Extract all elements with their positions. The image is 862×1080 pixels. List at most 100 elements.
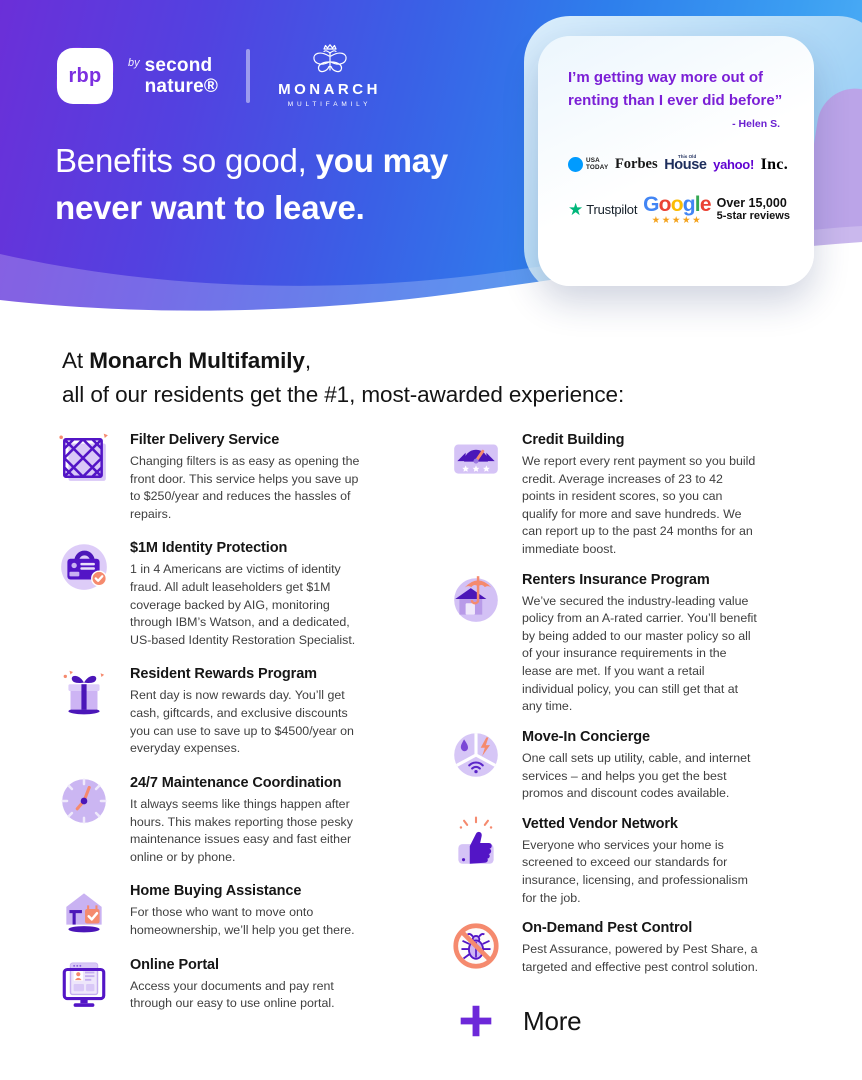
- monarch-wordmark: MONARCH: [278, 81, 381, 98]
- headline-bold-line2: never want to leave.: [55, 188, 365, 226]
- benefit-desc: One call sets up utility, cable, and int…: [522, 750, 751, 801]
- headline-bold: you may: [315, 142, 449, 179]
- reviews-row: ★ Trustpilot G o o g l e ★★★★★ Over 15,0: [568, 194, 792, 226]
- press-logo-row: USA TODAY Forbes This Old House yahoo! I…: [568, 153, 792, 174]
- benefit-desc: Changing filters is as easy as opening t…: [130, 454, 360, 521]
- this-old-label: This Old: [676, 153, 698, 159]
- quote-line-1: I’m getting way more out of: [568, 69, 764, 86]
- trustpilot-logo: ★ Trustpilot: [568, 201, 637, 218]
- rbp-wordmark: rbp: [68, 64, 102, 87]
- hero-headline: Benefits so good, you may never want to …: [55, 138, 448, 232]
- intro-line2: all of our residents get the #1, most-aw…: [62, 381, 625, 407]
- benefit-desc: Access your documents and pay rent throu…: [130, 978, 335, 1011]
- benefit-item-maintenance: 24/7 Maintenance Coordination It always …: [57, 774, 407, 866]
- vendor-thumbs-up-icon: [449, 815, 503, 869]
- benefit-title: Home Buying Assistance: [130, 883, 302, 900]
- benefit-title: Vetted Vendor Network: [522, 815, 678, 832]
- intro-suffix: ,: [304, 348, 311, 373]
- benefit-desc: For those who want to move onto homeowne…: [130, 905, 355, 937]
- monarch-logo: MONARCH MULTIFAMILY: [278, 44, 381, 108]
- benefit-title: Credit Building: [522, 432, 625, 448]
- insurance-umbrella-icon: [449, 571, 503, 625]
- identity-protection-icon: [57, 539, 111, 593]
- quote-attribution: - Helen S.: [732, 117, 780, 130]
- rbp-white-shape: rbp: [57, 48, 113, 104]
- logo-divider: [246, 49, 251, 103]
- pest-control-icon: [449, 919, 503, 973]
- hero-wave-shape: [0, 226, 862, 322]
- benefit-desc: Pest Assurance, powered by Pest Share, a…: [522, 942, 759, 974]
- second-nature-logo: by second nature®: [128, 56, 218, 96]
- house-label: House: [664, 156, 707, 173]
- nature-label: nature®: [144, 76, 219, 97]
- google-stars: ★★★★★: [651, 214, 703, 226]
- benefit-title: Renters Insurance Program: [522, 571, 710, 588]
- second-label: second: [144, 55, 213, 76]
- review-count-line1: Over 15,000: [716, 195, 787, 210]
- header-logo-row: rbp by second nature® MONARCH: [51, 42, 381, 110]
- benefit-item-renters-insurance: Renters Insurance Program We’ve secured …: [449, 571, 799, 716]
- google-letter: g: [682, 192, 696, 216]
- google-letter: l: [694, 192, 701, 216]
- google-letter: e: [699, 192, 712, 216]
- benefit-item-pest-control: On-Demand Pest Control Pest Assurance, p…: [449, 919, 799, 976]
- move-in-concierge-icon: [449, 728, 503, 782]
- intro-heading: At Monarch Multifamily, all of our resid…: [62, 344, 624, 412]
- yahoo-logo: yahoo!: [713, 157, 754, 172]
- google-letter: o: [658, 192, 672, 216]
- benefit-item-vetted-vendor: Vetted Vendor Network Everyone who servi…: [449, 815, 799, 907]
- benefit-title: Filter Delivery Service: [130, 432, 280, 448]
- benefit-desc: It always seems like things happen after…: [130, 796, 353, 864]
- filter-delivery-icon: [57, 431, 111, 485]
- usa-label: USA: [586, 156, 600, 164]
- trustpilot-label: Trustpilot: [586, 201, 638, 217]
- benefit-item-identity-protection: $1M Identity Protection 1 in 4 Americans…: [57, 539, 407, 649]
- benefits-column-left: Filter Delivery Service Changing filters…: [57, 431, 407, 1029]
- multifamily-label: MULTIFAMILY: [287, 101, 372, 108]
- benefit-title: Resident Rewards Program: [130, 666, 317, 683]
- benefit-title: 24/7 Maintenance Coordination: [130, 774, 342, 791]
- more-row: More: [457, 1002, 799, 1040]
- inc-logo: Inc.: [760, 155, 788, 173]
- online-portal-icon: [57, 956, 111, 1010]
- more-label: More: [523, 1005, 582, 1036]
- benefit-item-home-buying: Home Buying Assistance For those who wan…: [57, 882, 407, 939]
- by-label: by: [128, 57, 140, 69]
- this-old-house-logo: This Old House: [664, 153, 707, 173]
- benefit-title: Move-In Concierge: [522, 728, 651, 745]
- benefits-column-right: Credit Building We report every rent pay…: [449, 431, 799, 1040]
- credit-gauge-icon: [449, 431, 503, 485]
- benefit-item-online-portal: Online Portal Access your documents and …: [57, 956, 407, 1013]
- usa-today-logo: USA TODAY: [568, 157, 608, 172]
- trustpilot-star-icon: ★: [568, 199, 584, 219]
- benefit-desc: 1 in 4 Americans are victims of identity…: [130, 562, 356, 647]
- benefit-item-credit-building: Credit Building We report every rent pay…: [449, 431, 799, 559]
- benefit-desc: We report every rent payment so you buil…: [522, 454, 756, 557]
- home-buying-icon: [57, 882, 111, 936]
- benefit-desc: We’ve secured the industry-leading value…: [522, 593, 757, 714]
- benefit-desc: Rent day is now rewards day. You’ll get …: [130, 688, 354, 756]
- google-wordmark: G o o g l e: [643, 194, 711, 215]
- benefit-title: Online Portal: [130, 956, 219, 973]
- maintenance-clock-icon: [57, 774, 111, 828]
- review-count-line2: 5-star reviews: [716, 210, 790, 223]
- rewards-gift-icon: [57, 665, 111, 719]
- intro-brand-bold: Monarch Multifamily: [89, 348, 305, 373]
- intro-prefix: At: [62, 348, 90, 373]
- google-logo: G o o g l e ★★★★★: [643, 194, 711, 226]
- headline-regular: Benefits so good,: [55, 142, 316, 179]
- hero-banner: rbp by second nature® MONARCH: [0, 0, 862, 322]
- benefit-item-resident-rewards: Resident Rewards Program Rent day is now…: [57, 665, 407, 757]
- google-letter: o: [670, 192, 684, 216]
- benefit-item-filter-delivery: Filter Delivery Service Changing filters…: [57, 431, 407, 523]
- review-count: Over 15,000 5-star reviews: [717, 196, 790, 223]
- today-label: TODAY: [586, 163, 609, 171]
- usa-today-text: USA TODAY: [586, 156, 609, 172]
- benefit-item-move-in-concierge: Move-In Concierge One call sets up utili…: [449, 728, 799, 803]
- quote-line-2: renting than I ever did before”: [568, 92, 783, 110]
- benefit-desc: Everyone who services your home is scree…: [522, 837, 748, 905]
- google-letter: G: [643, 192, 659, 216]
- forbes-logo: Forbes: [614, 156, 658, 172]
- usa-today-circle-icon: [568, 157, 583, 172]
